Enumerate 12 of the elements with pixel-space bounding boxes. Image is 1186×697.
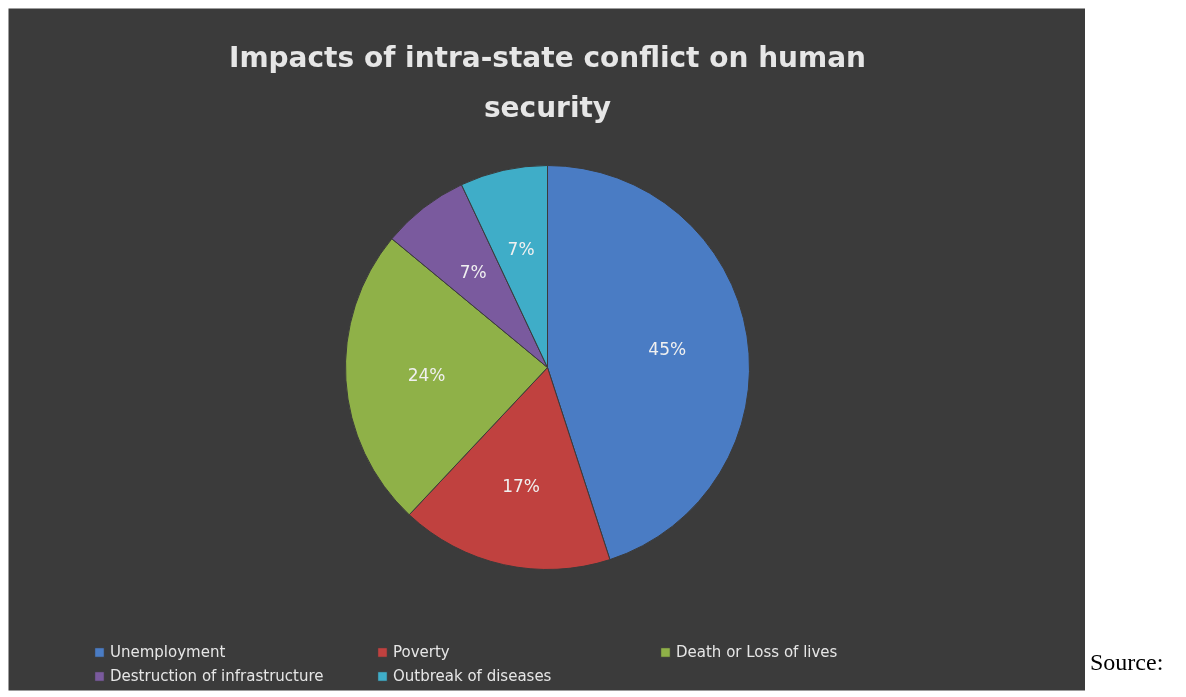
data-label: 7% <box>459 261 487 282</box>
data-label: 7% <box>507 239 535 260</box>
legend-label: Outbreak of diseases <box>393 667 553 685</box>
legend-label: Death or Loss of lives <box>676 643 839 661</box>
data-label: 24% <box>407 365 446 386</box>
legend-label: Poverty <box>393 643 451 661</box>
data-label: 17% <box>502 475 540 496</box>
source-note: Source: <box>1090 648 1164 677</box>
legend-label: Destruction of infrastructure <box>110 667 325 685</box>
chart-title: Impacts of intra-state conflict on human security <box>228 41 867 124</box>
legend-label: Unemployment <box>110 643 227 661</box>
data-label: 45% <box>648 338 687 359</box>
